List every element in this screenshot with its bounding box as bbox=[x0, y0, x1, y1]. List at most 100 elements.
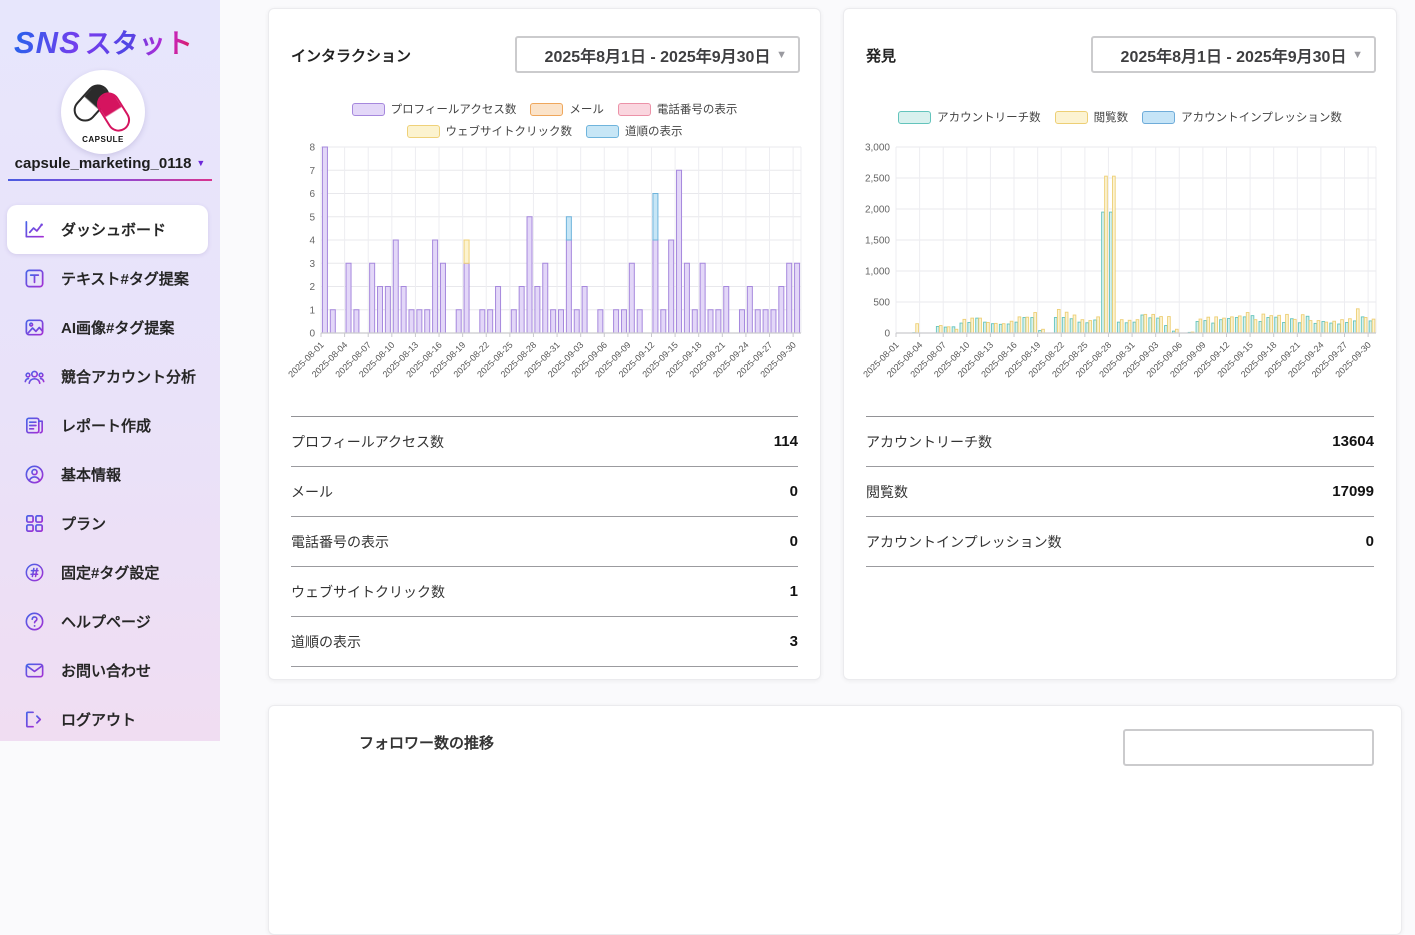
legend-item: アカウントインプレッション数 bbox=[1142, 109, 1342, 125]
svg-text:2: 2 bbox=[309, 282, 315, 293]
metric-value: 0 bbox=[1366, 533, 1374, 550]
legend-label: アカウントインプレッション数 bbox=[1181, 109, 1342, 125]
sidebar-item-label: 基本情報 bbox=[61, 464, 121, 485]
avatar-caption: CAPSULE bbox=[61, 135, 145, 144]
sidebar-item-label: お問い合わせ bbox=[61, 660, 151, 681]
discovery-date-range-dropdown[interactable]: 2025年8月1日 - 2025年9月30日 ▼ bbox=[1091, 36, 1376, 73]
metric-value: 17099 bbox=[1332, 483, 1374, 500]
hash-icon bbox=[23, 561, 46, 584]
legend-label: 閲覧数 bbox=[1094, 109, 1129, 125]
main-content: インタラクション 2025年8月1日 - 2025年9月30日 ▼ プロフィール… bbox=[220, 0, 1415, 741]
table-row: プロフィールアクセス数 114 bbox=[291, 417, 798, 467]
sidebar-item-label: 競合アカウント分析 bbox=[61, 366, 196, 387]
discovery-table: アカウントリーチ数 13604 閲覧数 17099 アカウントインプレッション数 0 bbox=[866, 416, 1374, 567]
sidebar-item-competitor-analysis[interactable]: 競合アカウント分析 bbox=[0, 352, 220, 401]
metric-label: プロフィールアクセス数 bbox=[291, 432, 444, 452]
metric-label: アカウントインプレッション数 bbox=[866, 532, 1062, 552]
metric-value: 0 bbox=[790, 483, 798, 500]
dropdown-caret-icon: ▼ bbox=[1352, 49, 1363, 61]
metric-label: 道順の表示 bbox=[291, 632, 361, 652]
sidebar-item-logout[interactable]: ログアウト bbox=[0, 695, 220, 744]
logo-text-sns: SNS bbox=[14, 25, 81, 61]
chevron-down-icon[interactable]: ▼ bbox=[196, 158, 205, 168]
account-avatar: CAPSULE bbox=[61, 70, 145, 154]
legend-swatch bbox=[352, 103, 385, 116]
profile-icon bbox=[23, 463, 46, 486]
discovery-legend: アカウントリーチ数 閲覧数 アカウントインプレッション数 bbox=[844, 109, 1396, 125]
metric-label: ウェブサイトクリック数 bbox=[291, 582, 445, 602]
interactions-title: インタラクション bbox=[291, 45, 411, 66]
sidebar-item-contact[interactable]: お問い合わせ bbox=[0, 646, 220, 695]
interactions-legend-row1: プロフィールアクセス数 メール 電話番号の表示 bbox=[269, 101, 820, 117]
sidebar-item-label: AI画像#タグ提案 bbox=[61, 317, 174, 338]
text-tag-icon bbox=[23, 267, 46, 290]
metric-value: 1 bbox=[790, 583, 798, 600]
table-row: ウェブサイトクリック数 1 bbox=[291, 567, 798, 617]
table-row: メール0 bbox=[291, 467, 798, 517]
legend-swatch bbox=[1055, 111, 1088, 124]
legend-item: 閲覧数 bbox=[1055, 109, 1129, 125]
report-icon bbox=[23, 414, 46, 437]
logout-icon bbox=[23, 708, 46, 731]
sidebar-item-basic-info[interactable]: 基本情報 bbox=[0, 450, 220, 499]
chart-line-icon bbox=[23, 218, 46, 241]
interactions-date-range-dropdown[interactable]: 2025年8月1日 - 2025年9月30日 ▼ bbox=[515, 36, 800, 73]
sidebar-item-label: テキスト#タグ提案 bbox=[61, 268, 189, 289]
date-range-text: 2025年8月1日 - 2025年9月30日 bbox=[545, 43, 771, 67]
table-row: 電話番号の表示 0 bbox=[291, 517, 798, 567]
metric-value: 114 bbox=[774, 433, 798, 450]
image-icon bbox=[23, 316, 46, 339]
metric-value: 0 bbox=[790, 533, 798, 550]
account-underline bbox=[8, 179, 212, 181]
svg-text:0: 0 bbox=[884, 329, 890, 340]
legend-item: 電話番号の表示 bbox=[618, 101, 738, 117]
sidebar-item-help[interactable]: ヘルプページ bbox=[0, 597, 220, 646]
svg-text:1,500: 1,500 bbox=[865, 236, 890, 247]
interactions-table: プロフィールアクセス数 114 メール0 電話番号の表示 0 ウェブサイトクリック数… bbox=[291, 416, 798, 667]
sidebar-item-ai-image-tag[interactable]: AI画像#タグ提案 bbox=[0, 303, 220, 352]
bottom-card-title: フォロワー数の推移 bbox=[359, 732, 494, 753]
legend-swatch bbox=[530, 103, 563, 116]
sidebar-item-fixed-tag[interactable]: 固定#タグ設定 bbox=[0, 548, 220, 597]
sidebar-item-dashboard[interactable]: ダッシュボード bbox=[7, 205, 208, 254]
svg-text:6: 6 bbox=[309, 189, 315, 200]
svg-text:3: 3 bbox=[309, 259, 315, 270]
metric-label: 閲覧数 bbox=[866, 482, 908, 502]
table-row: アカウントインプレッション数 0 bbox=[866, 517, 1374, 567]
sidebar-item-label: レポート作成 bbox=[61, 415, 151, 436]
svg-text:2,500: 2,500 bbox=[865, 174, 890, 185]
metric-value: 3 bbox=[790, 633, 798, 650]
date-range-text: 2025年8月1日 - 2025年9月30日 bbox=[1121, 43, 1347, 67]
svg-text:8: 8 bbox=[309, 143, 315, 154]
sidebar-item-report[interactable]: レポート作成 bbox=[0, 401, 220, 450]
sidebar-item-label: プラン bbox=[61, 513, 106, 534]
svg-text:3,000: 3,000 bbox=[865, 143, 890, 154]
svg-text:0: 0 bbox=[309, 329, 315, 340]
discovery-bar-chart: 05001,0001,5002,0002,5003,0002025-08-012… bbox=[856, 137, 1384, 409]
legend-swatch bbox=[898, 111, 931, 124]
metric-label: 電話番号の表示 bbox=[291, 532, 389, 552]
interactions-bar-chart: 0123456782025-08-012025-08-042025-08-072… bbox=[281, 137, 809, 409]
svg-text:5: 5 bbox=[309, 212, 315, 223]
sidebar: SNS スタット CAPSULE capsule_marketing_0118 ▼… bbox=[0, 0, 220, 741]
svg-text:500: 500 bbox=[873, 298, 890, 309]
account-name[interactable]: capsule_marketing_0118 bbox=[15, 155, 192, 172]
svg-text:7: 7 bbox=[309, 166, 315, 177]
legend-label: プロフィールアクセス数 bbox=[391, 101, 517, 117]
mail-icon bbox=[23, 659, 46, 682]
sidebar-item-label: ダッシュボード bbox=[61, 219, 166, 240]
metric-label: アカウントリーチ数 bbox=[866, 432, 992, 452]
table-row: 道順の表示 3 bbox=[291, 617, 798, 667]
svg-text:1: 1 bbox=[309, 305, 315, 316]
sidebar-item-label: ログアウト bbox=[61, 709, 136, 730]
svg-text:1,000: 1,000 bbox=[865, 267, 890, 278]
sidebar-item-plan[interactable]: プラン bbox=[0, 499, 220, 548]
account-selector[interactable]: capsule_marketing_0118 ▼ bbox=[0, 155, 220, 181]
svg-text:2,000: 2,000 bbox=[865, 205, 890, 216]
app-logo: SNS スタット bbox=[14, 22, 193, 61]
sidebar-item-text-tag[interactable]: テキスト#タグ提案 bbox=[0, 254, 220, 303]
discovery-card: 発見 2025年8月1日 - 2025年9月30日 ▼ アカウントリーチ数 閲覧… bbox=[843, 8, 1397, 680]
metric-value: 13604 bbox=[1332, 433, 1374, 450]
legend-label: アカウントリーチ数 bbox=[937, 109, 1041, 125]
bottom-date-range-dropdown[interactable] bbox=[1123, 729, 1374, 766]
